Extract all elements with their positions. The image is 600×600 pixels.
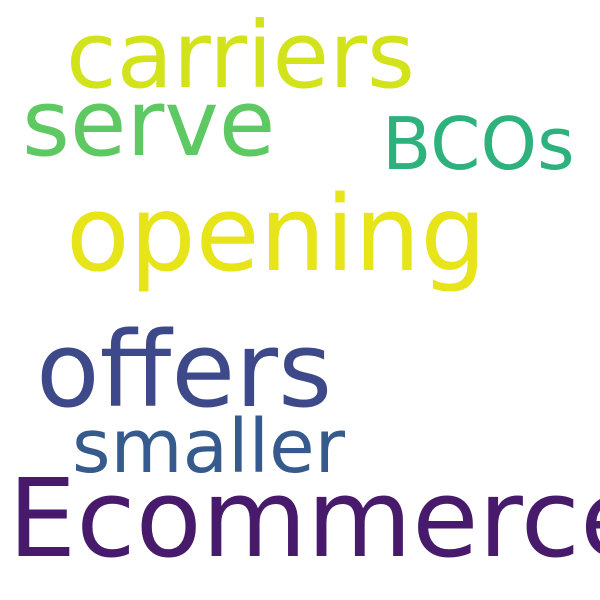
- word-bcos: BCOs: [382, 102, 575, 186]
- word-smaller: smaller: [72, 404, 346, 490]
- word-opening: opening: [66, 173, 487, 295]
- word-serve: serve: [22, 70, 276, 177]
- word-carriers: carriers: [66, 2, 415, 109]
- word-offers: offers: [36, 309, 333, 431]
- word-ecommerce: Ecommerce: [8, 457, 600, 582]
